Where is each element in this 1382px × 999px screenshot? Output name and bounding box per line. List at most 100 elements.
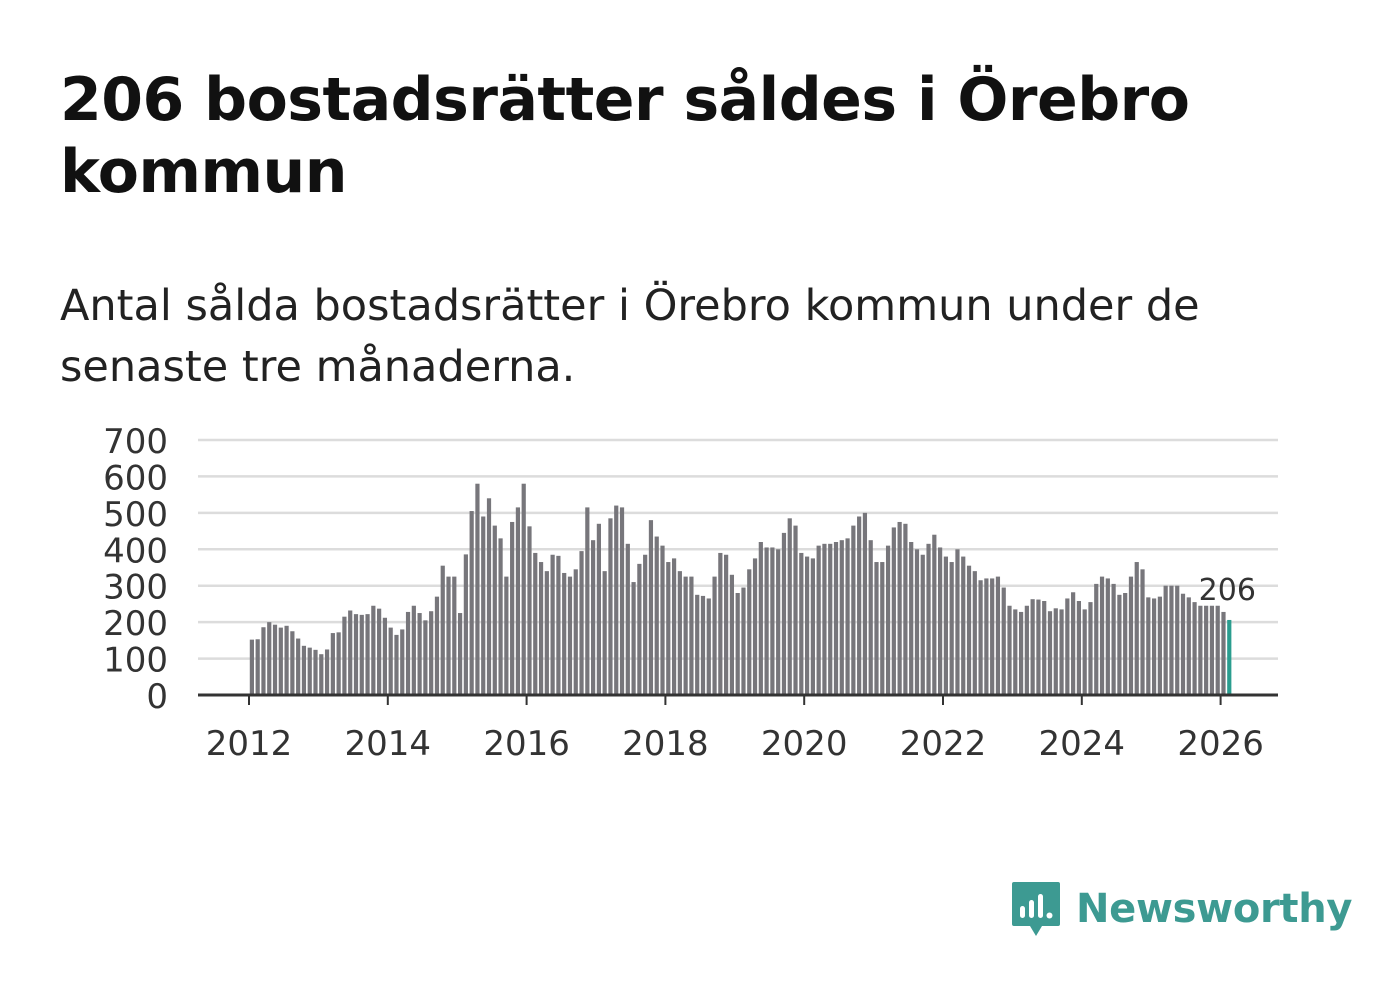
bar (966, 565, 972, 695)
bar (1053, 608, 1058, 695)
bar (521, 483, 526, 695)
bar (822, 543, 827, 695)
y-tick-label: 200 (103, 604, 168, 644)
bar (897, 521, 902, 695)
y-tick-label: 100 (103, 641, 168, 681)
bar (348, 610, 353, 695)
bar (324, 649, 330, 695)
bar-highlight (1227, 619, 1232, 695)
bar (1030, 599, 1035, 695)
bar (1192, 602, 1197, 695)
bar (758, 542, 763, 695)
bar (446, 576, 451, 695)
bar (1123, 593, 1128, 695)
bar (839, 540, 844, 695)
bar (550, 554, 555, 695)
bar (249, 639, 254, 695)
highlight-value-label: 206 (1199, 573, 1256, 608)
bar (1186, 597, 1191, 695)
bar (1146, 597, 1151, 695)
bar (272, 624, 278, 695)
bar (752, 558, 758, 695)
bar (1099, 576, 1105, 695)
bar (1036, 599, 1041, 695)
y-tick-label: 500 (103, 495, 168, 535)
bar (804, 556, 810, 695)
bar (527, 526, 532, 695)
bar (498, 538, 503, 695)
bar (1059, 609, 1064, 695)
bar (1071, 592, 1076, 695)
bar (1013, 609, 1018, 695)
bar (1076, 601, 1082, 695)
x-tick-label: 2012 (206, 724, 293, 764)
bar (562, 572, 567, 695)
bar (510, 521, 515, 695)
bar (1024, 605, 1029, 695)
bar (787, 518, 792, 695)
bar (1018, 611, 1024, 695)
bar (1082, 609, 1087, 695)
bar (1065, 598, 1070, 695)
bar (307, 647, 312, 695)
x-tick-label: 2022 (900, 724, 987, 764)
y-tick-label: 300 (103, 568, 168, 608)
bar (1088, 602, 1093, 695)
bar (770, 547, 775, 695)
bar (452, 576, 457, 695)
bar (689, 576, 694, 695)
bar (955, 549, 960, 695)
bar (990, 578, 995, 695)
bar (1175, 585, 1180, 695)
bar (984, 578, 989, 695)
bar (1134, 562, 1139, 695)
bar (533, 552, 538, 695)
bar (938, 547, 943, 695)
chart-title: 206 bostadsrätter såldes i Örebro kommun (60, 65, 1190, 207)
bar (434, 596, 440, 695)
bar (932, 534, 937, 695)
bar (735, 593, 740, 695)
x-tick-label: 2016 (483, 724, 570, 764)
bar (296, 638, 301, 695)
bar (880, 562, 885, 695)
bar (660, 545, 665, 695)
bar (706, 598, 711, 695)
bar (1140, 569, 1145, 695)
bars (249, 483, 1232, 695)
bar (336, 632, 341, 695)
bar (342, 616, 347, 695)
bar (469, 511, 474, 695)
bar (816, 545, 821, 695)
bar (330, 633, 335, 695)
bar (400, 629, 405, 695)
newsworthy-logo-icon (1012, 882, 1060, 936)
bar (579, 551, 584, 695)
bar (972, 571, 977, 695)
bar (596, 523, 601, 695)
bar (1157, 596, 1162, 695)
bar (619, 507, 625, 695)
bar (1169, 585, 1174, 695)
y-tick-label: 700 (103, 422, 168, 462)
bar (1111, 583, 1116, 695)
x-tick-label: 2024 (1039, 724, 1126, 764)
bar (319, 654, 324, 695)
bar (799, 552, 804, 695)
bar (538, 562, 544, 695)
brand-name: Newsworthy (1076, 886, 1353, 932)
bar (313, 649, 318, 695)
bar (463, 554, 468, 695)
bar (677, 571, 682, 695)
bar (1001, 587, 1006, 695)
bar (301, 645, 307, 695)
bar (417, 613, 422, 695)
bar (776, 549, 781, 695)
bar (874, 562, 879, 695)
bar (1105, 578, 1110, 695)
bar (365, 614, 370, 695)
bar (573, 569, 578, 695)
bar (851, 525, 856, 695)
